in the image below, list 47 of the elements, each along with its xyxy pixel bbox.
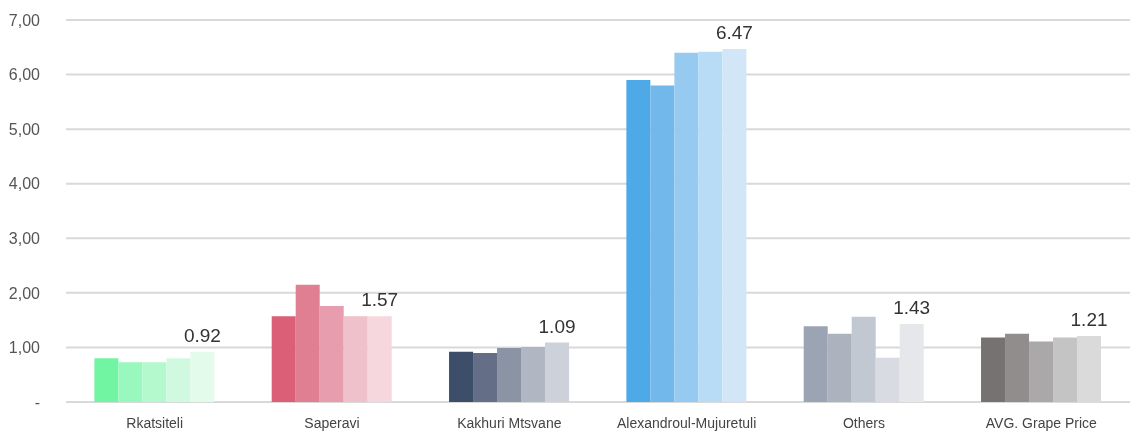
bar bbox=[698, 51, 723, 402]
data-label: 1.43 bbox=[893, 296, 931, 318]
y-tick-label: 1,00 bbox=[8, 339, 41, 357]
bar bbox=[981, 337, 1006, 402]
x-tick-label: Alexandroul-Mujuretuli bbox=[617, 414, 757, 431]
y-tick-label: 6,00 bbox=[8, 66, 41, 84]
x-tick-label: Saperavi bbox=[304, 414, 360, 431]
bar bbox=[473, 352, 498, 402]
bar bbox=[367, 316, 392, 402]
bar bbox=[803, 326, 828, 402]
bar bbox=[94, 358, 119, 402]
y-tick-label: 2,00 bbox=[8, 284, 41, 302]
bar bbox=[343, 316, 368, 402]
bar bbox=[722, 48, 747, 402]
data-label: 0.92 bbox=[183, 324, 221, 346]
bar bbox=[521, 346, 546, 402]
data-label: 1.09 bbox=[538, 315, 576, 337]
bar bbox=[827, 333, 852, 402]
data-label: 6.47 bbox=[715, 21, 753, 43]
y-tick-label: 7,00 bbox=[8, 11, 41, 29]
bar bbox=[118, 362, 143, 402]
y-tick-label: - bbox=[34, 393, 40, 411]
x-tick-label: Rkatsiteli bbox=[126, 414, 184, 431]
y-tick-label: 5,00 bbox=[8, 120, 41, 138]
y-tick-label: 3,00 bbox=[8, 229, 41, 247]
bar bbox=[626, 80, 651, 402]
bar bbox=[1053, 337, 1078, 402]
bar bbox=[142, 362, 167, 402]
bar bbox=[1029, 341, 1054, 402]
bar bbox=[650, 85, 675, 402]
bar bbox=[449, 351, 474, 402]
bar bbox=[295, 284, 320, 402]
bar bbox=[166, 358, 191, 402]
bar bbox=[1005, 333, 1030, 402]
bar bbox=[851, 316, 876, 402]
bar bbox=[497, 347, 522, 402]
x-tick-label: Kakhuri Mtsvane bbox=[457, 414, 562, 431]
data-label: 1.21 bbox=[1070, 308, 1108, 330]
bar bbox=[190, 351, 215, 402]
y-tick-label: 4,00 bbox=[8, 175, 41, 193]
x-tick-label: Others bbox=[842, 414, 886, 431]
data-label: 1.57 bbox=[361, 289, 399, 311]
bar bbox=[271, 316, 296, 402]
bar bbox=[674, 52, 699, 402]
bar bbox=[319, 305, 344, 402]
bar bbox=[899, 323, 924, 402]
x-tick-label: AVG. Grape Price bbox=[985, 414, 1098, 431]
